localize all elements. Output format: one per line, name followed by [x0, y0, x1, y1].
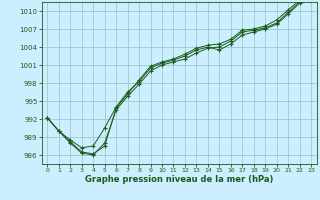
X-axis label: Graphe pression niveau de la mer (hPa): Graphe pression niveau de la mer (hPa) [85, 175, 273, 184]
